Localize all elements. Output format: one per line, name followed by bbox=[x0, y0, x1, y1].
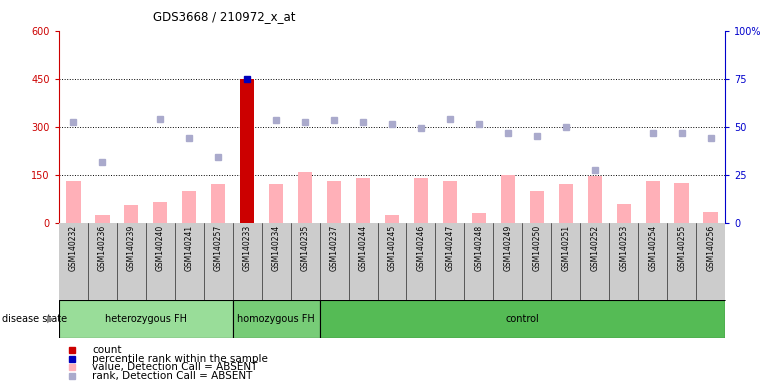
Bar bbox=[233, 300, 320, 338]
Bar bbox=[472, 213, 486, 223]
Bar bbox=[501, 175, 515, 223]
Text: GSM140255: GSM140255 bbox=[677, 225, 686, 271]
Text: GSM140256: GSM140256 bbox=[706, 225, 715, 271]
Text: GSM140237: GSM140237 bbox=[329, 225, 339, 271]
Text: GSM140250: GSM140250 bbox=[532, 225, 542, 271]
Text: GSM140233: GSM140233 bbox=[242, 225, 252, 271]
Text: GSM140234: GSM140234 bbox=[271, 225, 281, 271]
Text: GSM140254: GSM140254 bbox=[648, 225, 657, 271]
Bar bbox=[182, 191, 197, 223]
Bar bbox=[356, 178, 370, 223]
Text: GSM140247: GSM140247 bbox=[445, 225, 455, 271]
Bar bbox=[703, 212, 718, 223]
Bar bbox=[211, 184, 226, 223]
Text: GSM140246: GSM140246 bbox=[416, 225, 426, 271]
Bar bbox=[645, 181, 660, 223]
Text: GSM140241: GSM140241 bbox=[185, 225, 194, 271]
Text: disease state: disease state bbox=[2, 314, 67, 324]
Text: GSM140232: GSM140232 bbox=[69, 225, 78, 271]
Bar bbox=[587, 176, 602, 223]
Text: GSM140257: GSM140257 bbox=[214, 225, 223, 271]
Text: GSM140251: GSM140251 bbox=[561, 225, 570, 271]
Bar bbox=[95, 215, 110, 223]
Text: GSM140253: GSM140253 bbox=[619, 225, 628, 271]
Bar bbox=[153, 202, 168, 223]
Bar bbox=[320, 300, 725, 338]
Bar bbox=[616, 204, 631, 223]
Bar bbox=[240, 79, 254, 223]
Text: GSM140248: GSM140248 bbox=[474, 225, 484, 271]
Bar bbox=[443, 181, 457, 223]
Bar bbox=[327, 181, 341, 223]
Text: GSM140240: GSM140240 bbox=[156, 225, 165, 271]
Bar bbox=[558, 184, 573, 223]
Bar bbox=[674, 183, 689, 223]
Bar bbox=[298, 172, 312, 223]
Bar bbox=[269, 184, 283, 223]
Text: GSM140235: GSM140235 bbox=[300, 225, 310, 271]
Bar bbox=[124, 205, 139, 223]
Text: percentile rank within the sample: percentile rank within the sample bbox=[93, 354, 268, 364]
Bar bbox=[66, 181, 81, 223]
Text: homozygous FH: homozygous FH bbox=[238, 314, 315, 324]
Text: GSM140236: GSM140236 bbox=[98, 225, 107, 271]
Text: rank, Detection Call = ABSENT: rank, Detection Call = ABSENT bbox=[93, 371, 252, 381]
Text: ▶: ▶ bbox=[47, 314, 55, 324]
Text: GDS3668 / 210972_x_at: GDS3668 / 210972_x_at bbox=[153, 10, 296, 23]
Text: GSM140244: GSM140244 bbox=[358, 225, 368, 271]
Text: GSM140239: GSM140239 bbox=[127, 225, 136, 271]
Bar bbox=[414, 178, 428, 223]
Text: value, Detection Call = ABSENT: value, Detection Call = ABSENT bbox=[93, 362, 257, 372]
Text: control: control bbox=[506, 314, 539, 324]
Text: heterozygous FH: heterozygous FH bbox=[105, 314, 187, 324]
Bar bbox=[530, 191, 544, 223]
Bar bbox=[385, 215, 399, 223]
Text: GSM140245: GSM140245 bbox=[387, 225, 397, 271]
Text: count: count bbox=[93, 345, 122, 355]
Text: GSM140252: GSM140252 bbox=[590, 225, 599, 271]
Text: GSM140249: GSM140249 bbox=[503, 225, 513, 271]
Bar bbox=[59, 300, 233, 338]
